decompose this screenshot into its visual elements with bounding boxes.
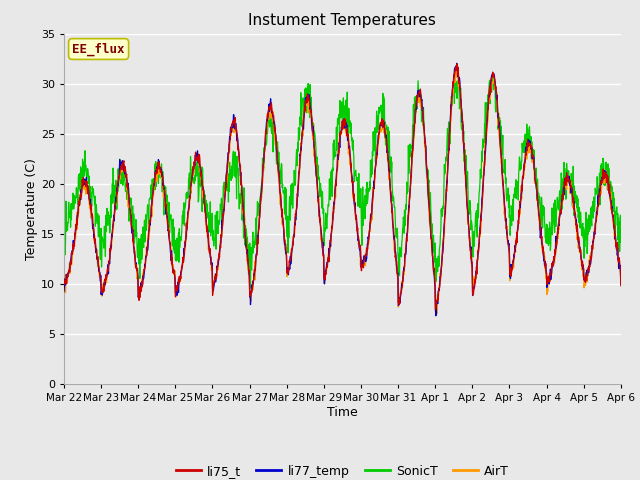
Title: Instument Temperatures: Instument Temperatures (248, 13, 436, 28)
Y-axis label: Temperature (C): Temperature (C) (25, 158, 38, 260)
Text: EE_flux: EE_flux (72, 42, 125, 56)
Legend: li75_t, li77_temp, SonicT, AirT: li75_t, li77_temp, SonicT, AirT (171, 460, 514, 480)
X-axis label: Time: Time (327, 406, 358, 419)
